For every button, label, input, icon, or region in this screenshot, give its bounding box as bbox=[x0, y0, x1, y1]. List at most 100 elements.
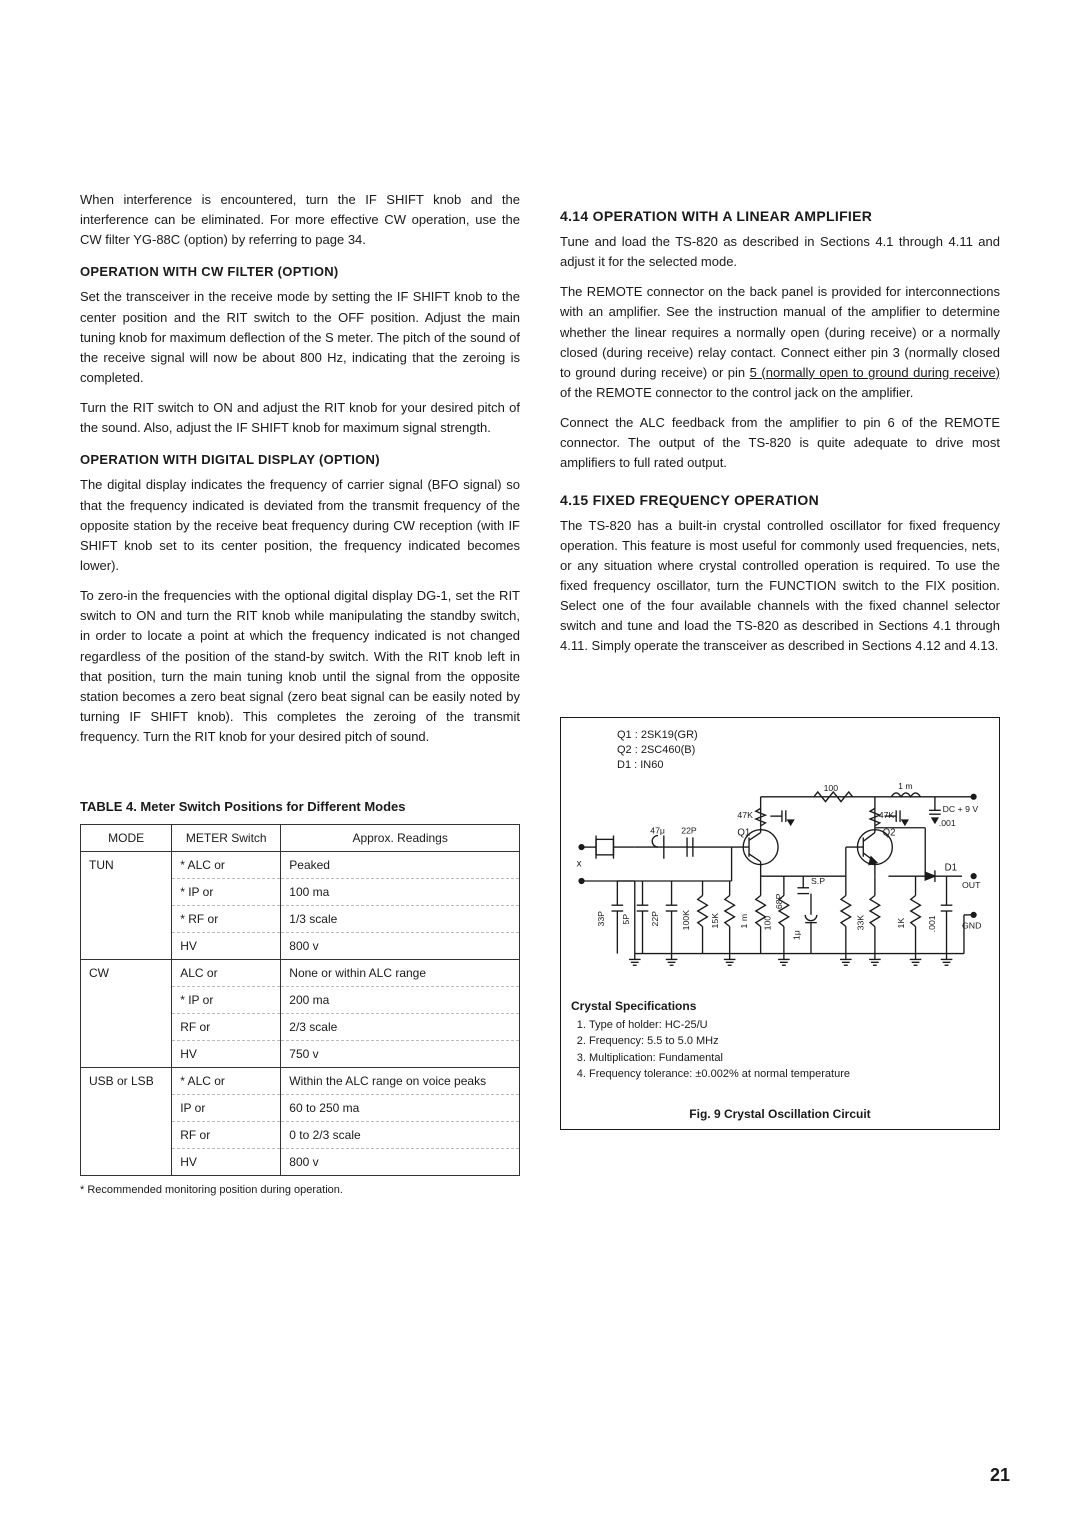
cw-filter-para-1: Set the transceiver in the receive mode … bbox=[80, 287, 520, 388]
lbl-r47kb: 47K bbox=[879, 810, 895, 820]
table-cell: * IP or bbox=[172, 879, 281, 906]
table-cell: 200 ma bbox=[281, 987, 520, 1014]
lbl-22p: 22P bbox=[681, 825, 697, 835]
digital-para-1: The digital display indicates the freque… bbox=[80, 475, 520, 576]
table-header: METER Switch bbox=[172, 825, 281, 852]
lbl-47u: 47μ bbox=[650, 825, 665, 835]
table-cell: * IP or bbox=[172, 987, 281, 1014]
amp-para-1: Tune and load the TS-820 as described in… bbox=[560, 232, 1000, 272]
lbl-q2: Q2 bbox=[883, 827, 896, 838]
lbl-100k: 100K bbox=[681, 910, 691, 931]
table-cell: Peaked bbox=[281, 852, 520, 879]
table-title: TABLE 4. Meter Switch Positions for Diff… bbox=[80, 799, 520, 814]
table-cell: * RF or bbox=[172, 906, 281, 933]
amp-para-2: The REMOTE connector on the back panel i… bbox=[560, 282, 1000, 403]
lbl-c001: .001 bbox=[927, 915, 937, 932]
lbl-gnd: GND bbox=[962, 920, 981, 930]
table-cell: ALC or bbox=[172, 960, 281, 987]
spec-item: Type of holder: HC-25/U bbox=[589, 1017, 993, 1034]
lbl-1u: 1μ bbox=[791, 930, 801, 940]
table-cell bbox=[81, 1149, 172, 1176]
spec-item: Frequency: 5.5 to 5.0 MHz bbox=[589, 1033, 993, 1050]
circuit-diagram: 100 1 m DC + 9 V .001 bbox=[567, 776, 993, 986]
heading-4-15: 4.15 FIXED FREQUENCY OPERATION bbox=[560, 492, 1000, 508]
table-cell: 1/3 scale bbox=[281, 906, 520, 933]
lbl-out: OUT bbox=[962, 879, 981, 889]
spec-list: Type of holder: HC-25/UFrequency: 5.5 to… bbox=[589, 1017, 993, 1083]
table-cell: IP or bbox=[172, 1095, 281, 1122]
table-cell: * ALC or bbox=[172, 1068, 281, 1095]
lbl-d1: D1 bbox=[945, 862, 957, 873]
heading-cw-filter: OPERATION WITH CW FILTER (OPTION) bbox=[80, 264, 520, 279]
lbl-1k: 1K bbox=[896, 917, 906, 928]
table-cell bbox=[81, 1122, 172, 1149]
table-cell: 800 v bbox=[281, 1149, 520, 1176]
table-row: * RF or1/3 scale bbox=[81, 906, 520, 933]
table-cell bbox=[81, 1095, 172, 1122]
meter-switch-table: MODEMETER SwitchApprox. Readings TUN* AL… bbox=[80, 824, 520, 1176]
table-row: HV750 v bbox=[81, 1041, 520, 1068]
table-cell bbox=[81, 906, 172, 933]
page-number: 21 bbox=[990, 1465, 1010, 1486]
table-cell bbox=[81, 879, 172, 906]
lbl-l1m: 1 m bbox=[898, 781, 913, 791]
comp-d1: D1 : IN60 bbox=[617, 758, 993, 773]
lbl-r47ka: 47K bbox=[737, 810, 753, 820]
table-cell: HV bbox=[172, 1041, 281, 1068]
lbl-1m: 1 m bbox=[739, 914, 749, 929]
table-cell: HV bbox=[172, 933, 281, 960]
table-cell: 60 to 250 ma bbox=[281, 1095, 520, 1122]
page-content: When interference is encountered, turn t… bbox=[80, 190, 1000, 1196]
table-cell: 800 v bbox=[281, 933, 520, 960]
heading-digital: OPERATION WITH DIGITAL DISPLAY (OPTION) bbox=[80, 452, 520, 467]
lbl-r100: 100 bbox=[824, 783, 839, 793]
table-row: IP or60 to 250 ma bbox=[81, 1095, 520, 1122]
table-cell: RF or bbox=[172, 1122, 281, 1149]
table-cell: TUN bbox=[81, 852, 172, 879]
lbl-5p: 5P bbox=[621, 913, 631, 924]
amp-para-2-underline: 5 (normally open to ground during receiv… bbox=[750, 365, 1000, 380]
table-cell bbox=[81, 1041, 172, 1068]
lbl-100: 100 bbox=[762, 915, 772, 930]
amp-para-2b: of the REMOTE connector to the control j… bbox=[560, 385, 913, 400]
spec-title: Crystal Specifications bbox=[571, 999, 993, 1013]
two-column-layout: When interference is encountered, turn t… bbox=[80, 190, 1000, 1196]
column-right: 4.14 OPERATION WITH A LINEAR AMPLIFIER T… bbox=[560, 190, 1000, 1196]
table-cell bbox=[81, 933, 172, 960]
lbl-15k: 15K bbox=[710, 912, 720, 928]
table-footnote: * Recommended monitoring position during… bbox=[80, 1184, 520, 1196]
heading-4-14: 4.14 OPERATION WITH A LINEAR AMPLIFIER bbox=[560, 208, 1000, 224]
lbl-sp: S.P bbox=[811, 876, 825, 886]
table-row: * IP or200 ma bbox=[81, 987, 520, 1014]
table-row: USB or LSB* ALC orWithin the ALC range o… bbox=[81, 1068, 520, 1095]
digital-para-2: To zero-in the frequencies with the opti… bbox=[80, 586, 520, 747]
table-row: TUN* ALC orPeaked bbox=[81, 852, 520, 879]
intro-para: When interference is encountered, turn t… bbox=[80, 190, 520, 250]
fixed-freq-para: The TS-820 has a built-in crystal contro… bbox=[560, 516, 1000, 657]
table-cell: HV bbox=[172, 1149, 281, 1176]
cw-filter-para-2: Turn the RIT switch to ON and adjust the… bbox=[80, 398, 520, 438]
figure-caption: Fig. 9 Crystal Oscillation Circuit bbox=[567, 1107, 993, 1121]
amp-para-3: Connect the ALC feedback from the amplif… bbox=[560, 413, 1000, 473]
table-cell: 2/3 scale bbox=[281, 1014, 520, 1041]
lbl-33p: 33P bbox=[596, 911, 606, 927]
table-row: RF or0 to 2/3 scale bbox=[81, 1122, 520, 1149]
table-row: * IP or100 ma bbox=[81, 879, 520, 906]
table-row: HV800 v bbox=[81, 933, 520, 960]
lbl-33k: 33K bbox=[855, 914, 865, 930]
lbl-x: x bbox=[577, 858, 582, 869]
comp-q1: Q1 : 2SK19(GR) bbox=[617, 728, 993, 743]
lbl-22p2: 22P bbox=[650, 911, 660, 927]
table-cell: 750 v bbox=[281, 1041, 520, 1068]
table-cell: 100 ma bbox=[281, 879, 520, 906]
component-list: Q1 : 2SK19(GR) Q2 : 2SC460(B) D1 : IN60 bbox=[617, 728, 993, 774]
table-cell: * ALC or bbox=[172, 852, 281, 879]
table-cell: CW bbox=[81, 960, 172, 987]
spec-item: Frequency tolerance: ±0.002% at normal t… bbox=[589, 1066, 993, 1083]
table-cell bbox=[81, 1014, 172, 1041]
table-cell bbox=[81, 987, 172, 1014]
table-cell: None or within ALC range bbox=[281, 960, 520, 987]
table-header: Approx. Readings bbox=[281, 825, 520, 852]
table-cell: Within the ALC range on voice peaks bbox=[281, 1068, 520, 1095]
table-cell: USB or LSB bbox=[81, 1068, 172, 1095]
